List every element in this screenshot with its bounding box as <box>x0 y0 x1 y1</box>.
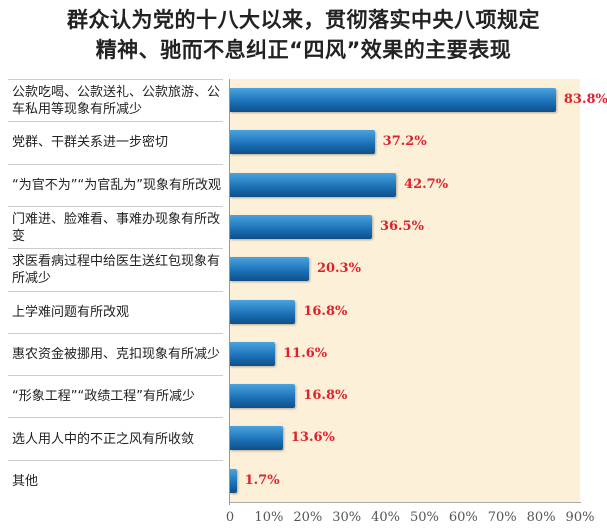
x-axis-line <box>229 502 581 503</box>
x-tick-label: 20% <box>293 510 323 525</box>
x-tick-label: 10% <box>254 510 284 525</box>
category-label: 公款吃喝、公款送礼、公款旅游、公车私用等现象有所减少 <box>8 79 223 121</box>
category-label: 求医看病过程中给医生送红包现象有所减少 <box>8 248 223 290</box>
x-tick-label: 80% <box>526 510 556 525</box>
value-label: 20.3% <box>316 261 361 277</box>
bar <box>230 88 556 112</box>
chart-title-line-2: 精神、驰而不息纠正“四风”效果的主要表现 <box>95 38 512 62</box>
category-label: 上学难问题有所改观 <box>8 290 223 333</box>
x-tick-label: 90% <box>565 510 595 525</box>
bar <box>230 214 372 239</box>
value-label: 13.6% <box>290 430 335 446</box>
value-label: 42.7% <box>404 176 449 192</box>
category-label: 选人用人中的不正之风有所收敛 <box>8 417 223 459</box>
x-tick-label: 40% <box>371 510 400 525</box>
value-label: 16.8% <box>303 388 348 404</box>
bar <box>230 426 283 451</box>
category-label: “为官不为”“为官乱为”现象有所改观 <box>8 163 223 206</box>
category-label: 惠农资金被挪用、克扣现象有所减少 <box>8 332 223 375</box>
x-tick-label: 0 <box>225 510 235 525</box>
bar <box>230 341 276 366</box>
bar <box>230 172 397 197</box>
category-label: 党群、干群关系进一步密切 <box>8 121 223 163</box>
bar <box>230 130 375 155</box>
bar <box>230 299 296 324</box>
category-label: 门难进、脸难看、事难办现象有所改变 <box>8 205 223 248</box>
value-label: 36.5% <box>379 218 424 234</box>
bar <box>230 384 296 409</box>
category-label: “形象工程”“政绩工程”有所减少 <box>8 375 223 417</box>
chart-title-line-1: 群众认为党的十八大以来，贯彻落实中央八项规定 <box>67 8 540 32</box>
value-label: 11.6% <box>283 345 328 361</box>
category-label: 其他 <box>8 459 223 502</box>
x-tick-label: 50% <box>409 510 439 525</box>
value-label: 1.7% <box>244 472 280 488</box>
x-tick-label: 60% <box>448 510 478 525</box>
bar <box>230 257 309 282</box>
value-label: 83.8% <box>563 92 607 107</box>
bar <box>230 468 237 493</box>
x-tick-label: 70% <box>487 510 517 525</box>
y-axis-line <box>229 79 230 505</box>
value-label: 16.8% <box>303 303 348 319</box>
x-tick-label: 30% <box>332 510 362 525</box>
value-label: 37.2% <box>382 134 427 150</box>
